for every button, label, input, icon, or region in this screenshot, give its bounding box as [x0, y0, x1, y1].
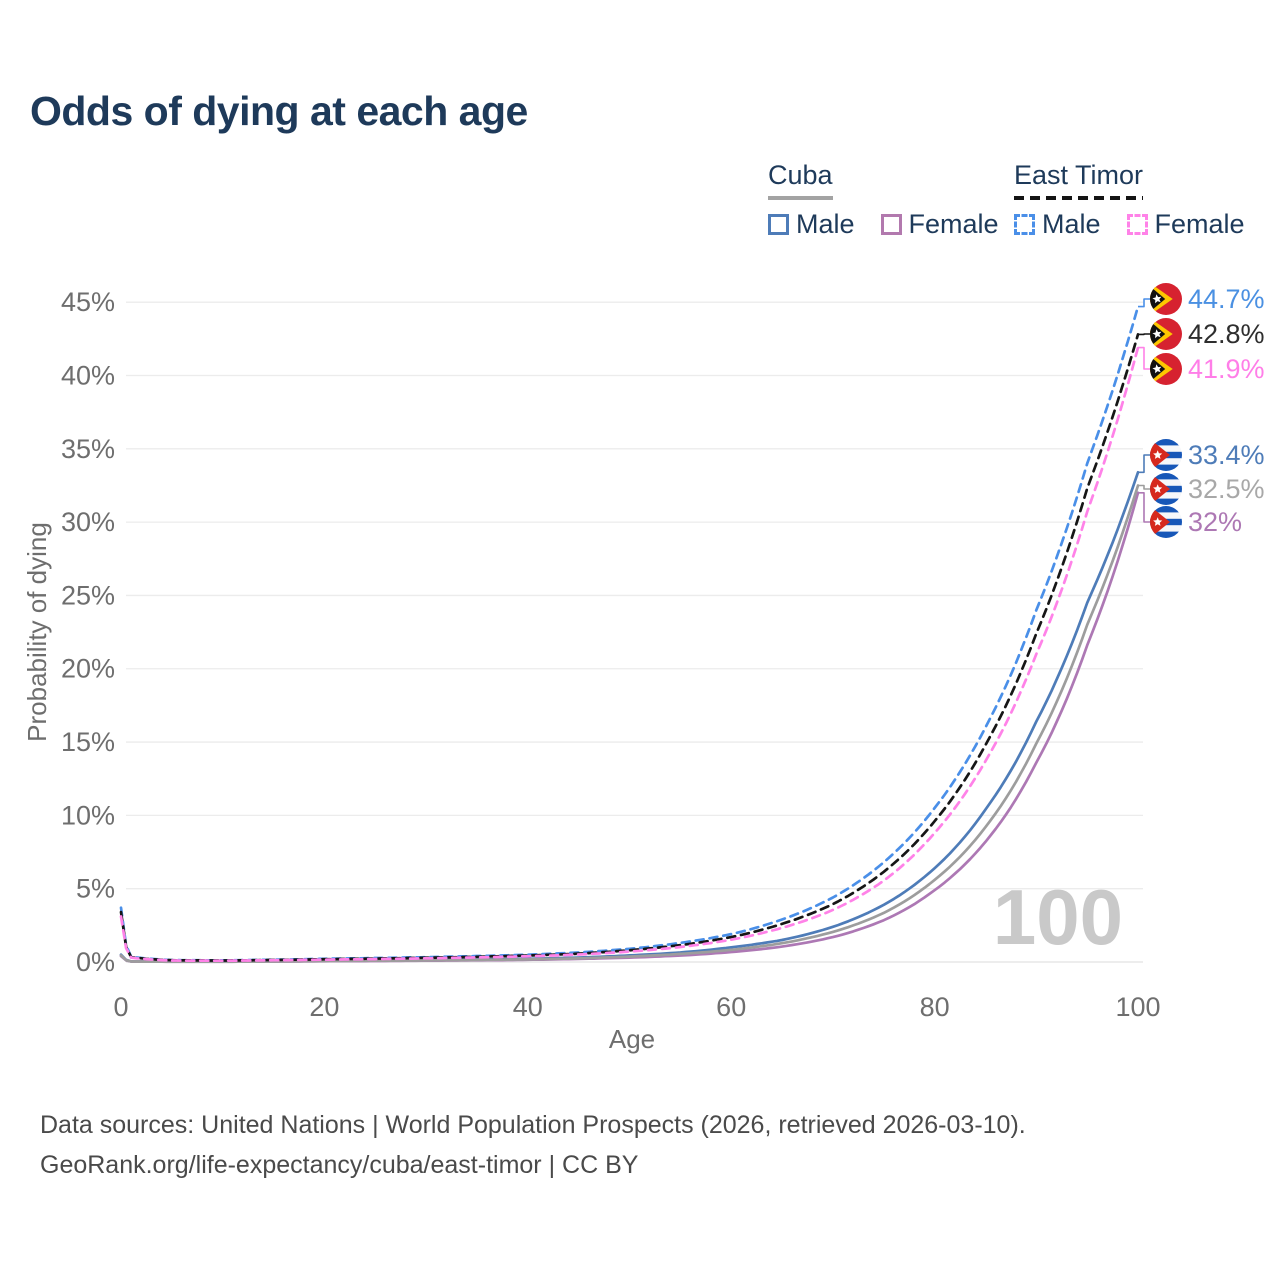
x-tick-label: 20: [309, 992, 339, 1022]
age-watermark: 100: [993, 873, 1123, 961]
gridlines: [126, 301, 1143, 963]
legend-group-cuba: Cuba Male Female: [768, 160, 999, 240]
curve-east-timor-male: [119, 305, 1140, 962]
end-labels: 44.7% 42.8% 41.9% 33.4% 32.5%32%: [1138, 283, 1265, 538]
end-value-label: 32%: [1188, 507, 1242, 537]
y-tick-label: 25%: [61, 580, 115, 610]
legend-header-east-timor[interactable]: East Timor: [1014, 160, 1144, 190]
cuba-flag-icon: [1150, 506, 1182, 538]
y-tick-label: 20%: [61, 654, 115, 684]
curve-east-timor-both-sexes: [119, 333, 1140, 962]
legend-underline-east-timor-dashed: [1014, 196, 1144, 200]
east-timor-flag-icon: [1150, 283, 1182, 315]
x-axis-title: Age: [609, 1024, 655, 1054]
cuba-flag-icon: [1150, 439, 1182, 471]
curve-cuba-female: [119, 491, 1140, 964]
star-icon: [1153, 517, 1163, 526]
x-tick-label: 40: [513, 992, 543, 1022]
label-connector: [1138, 298, 1150, 308]
cuba-flag-icon: [1150, 473, 1182, 505]
axis-tick-labels: 0% 5% 10% 15% 20% 25% 30% 35% 40% 45% 0 20 40 60 80 100: [61, 287, 1161, 1022]
end-value-label: 42.8%: [1188, 319, 1265, 349]
cuba-female-checkbox-icon[interactable]: [880, 214, 902, 235]
end-value-label: 32.5%: [1188, 474, 1265, 504]
east-timor-male-checkbox-icon[interactable]: [1014, 214, 1035, 235]
end-value-label: 33.4%: [1188, 440, 1265, 470]
y-tick-label: 40%: [61, 360, 115, 390]
east-timor-flag-icon: [1150, 318, 1182, 350]
y-tick-label: 30%: [61, 507, 115, 537]
mortality-line-chart: 0% 5% 10% 15% 20% 25% 30% 35% 40% 45% 0 20 40 60 80 100…: [22, 283, 1265, 1054]
legend-header-cuba[interactable]: Cuba: [768, 160, 833, 190]
page-title: Odds of dying at each age: [30, 88, 528, 134]
legend-underline-cuba-solid: [768, 196, 833, 200]
star-icon: [1152, 364, 1162, 374]
curve-cuba-both-sexes: [119, 484, 1140, 964]
east-timor-flag-icon: [1150, 353, 1182, 385]
star-icon: [1152, 294, 1162, 304]
x-tick-label: 0: [113, 992, 128, 1022]
label-connector: [1138, 484, 1150, 490]
end-value-label: 41.9%: [1188, 354, 1265, 384]
label-connector: [1138, 454, 1150, 474]
legend-item-cuba-female[interactable]: Female: [880, 209, 999, 240]
data-source-text: Data sources: United Nations | World Pop…: [40, 1111, 1026, 1139]
legend-item-label: Male: [1042, 209, 1101, 239]
y-tick-label: 5%: [76, 874, 115, 904]
legend-item-cuba-male[interactable]: Male: [768, 209, 855, 240]
y-tick-label: 10%: [61, 800, 115, 830]
legend-item-label: Female: [1154, 209, 1245, 239]
curve-east-timor-female: [119, 346, 1140, 963]
label-connector: [1138, 492, 1150, 523]
cuba-male-checkbox-icon[interactable]: [768, 214, 789, 235]
x-tick-label: 80: [920, 992, 950, 1022]
y-tick-label: 15%: [61, 727, 115, 757]
y-tick-label: 35%: [61, 434, 115, 464]
curves: [119, 305, 1140, 964]
y-axis-title: Probability of dying: [22, 522, 52, 742]
star-icon: [1153, 450, 1163, 459]
attribution-text: GeoRank.org/life-expectancy/cuba/east-ti…: [40, 1151, 639, 1179]
y-tick-label: 45%: [61, 287, 115, 317]
x-tick-label: 100: [1115, 992, 1160, 1022]
end-value-label: 44.7%: [1188, 284, 1265, 314]
legend-item-east-timor-male[interactable]: Male: [1014, 209, 1101, 240]
star-icon: [1152, 329, 1162, 339]
x-tick-label: 60: [716, 992, 746, 1022]
y-tick-label: 0%: [76, 947, 115, 977]
chart-footer: Data sources: United Nations | World Pop…: [40, 1105, 1026, 1185]
star-icon: [1153, 484, 1163, 493]
legend-item-label: Male: [796, 209, 855, 239]
legend-item-label: Female: [908, 209, 999, 239]
legend-group-east-timor: East Timor Male Female: [1014, 160, 1245, 240]
east-timor-female-checkbox-icon[interactable]: [1126, 214, 1148, 235]
legend-item-east-timor-female[interactable]: Female: [1126, 209, 1245, 240]
label-connector: [1138, 346, 1150, 370]
